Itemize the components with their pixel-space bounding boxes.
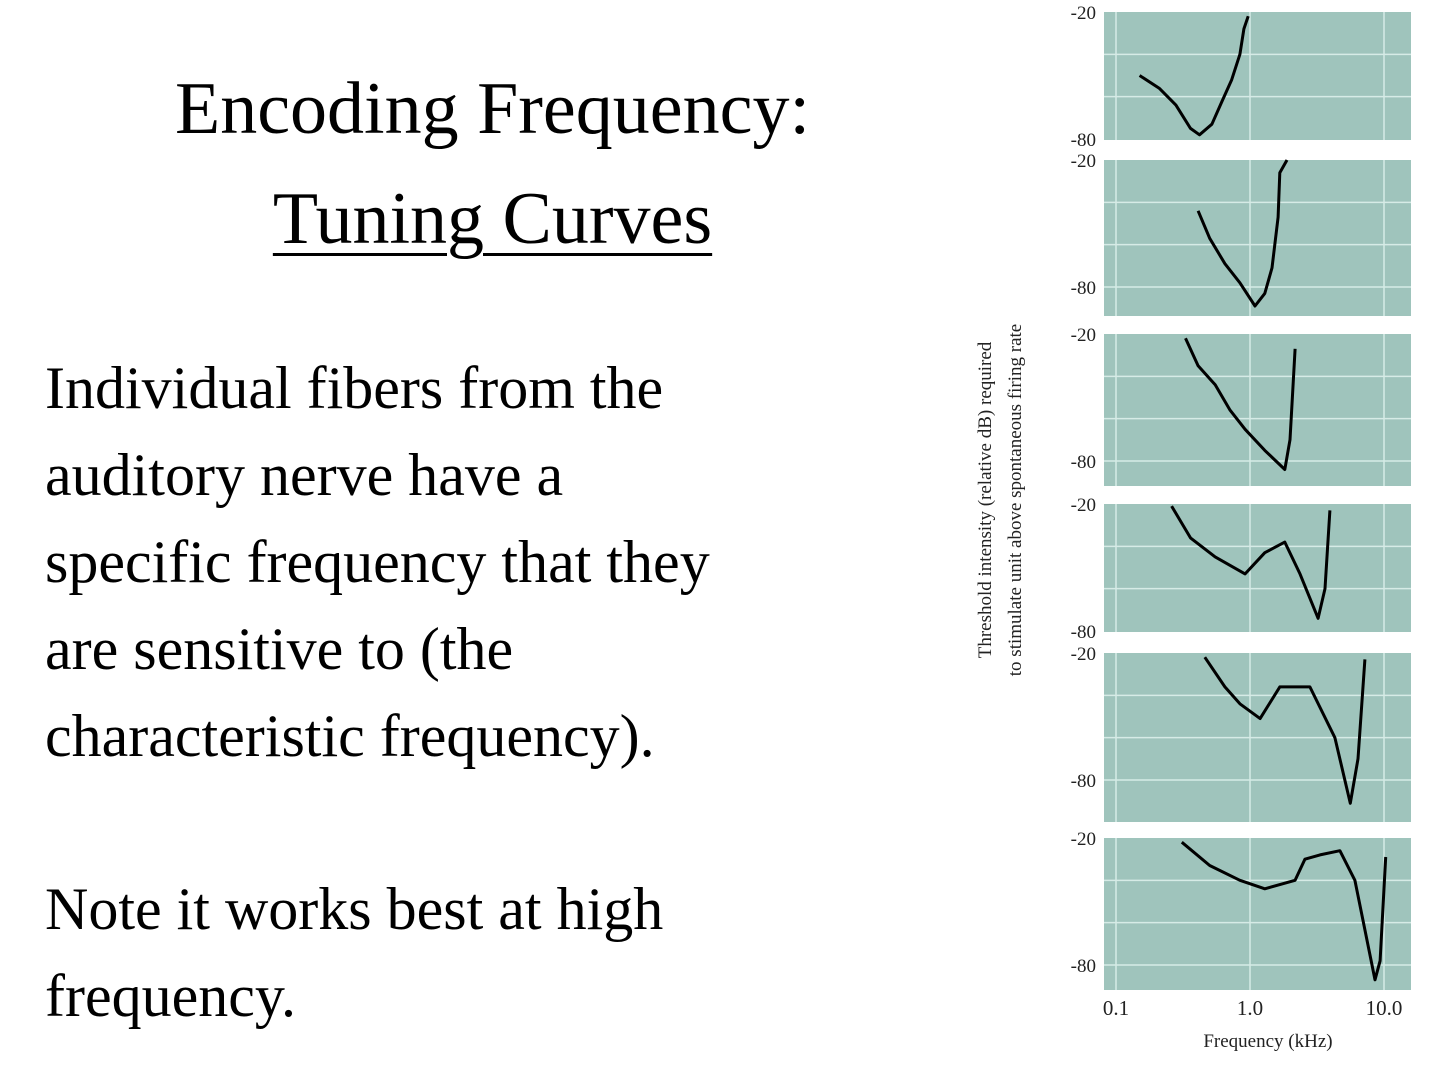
text-line: specific frequency that they <box>45 529 710 595</box>
y-tick-label: -20 <box>1071 151 1096 172</box>
x-tick-label: 0.1 <box>1103 996 1129 1020</box>
text-line: Individual fibers from the <box>45 355 664 421</box>
slide-title: Encoding Frequency: <box>175 68 810 150</box>
paragraph-note: Note it works best at high frequency. <box>45 866 945 1040</box>
panel-1-background <box>1104 12 1411 140</box>
panel-2-background <box>1104 160 1411 316</box>
panel-3-background <box>1104 334 1411 486</box>
y-tick-label: -80 <box>1071 956 1096 977</box>
y-axis-label-line1: Threshold intensity (relative dB) requir… <box>975 341 996 658</box>
y-tick-label: -80 <box>1071 130 1096 151</box>
x-tick-label: 1.0 <box>1237 996 1263 1020</box>
panel-4-background <box>1104 504 1411 632</box>
y-tick-label: -80 <box>1071 452 1096 473</box>
text-line: auditory nerve have a <box>45 442 564 508</box>
y-tick-label: -20 <box>1071 325 1096 346</box>
x-tick-label: 10.0 <box>1366 996 1403 1020</box>
tuning-curve-4 <box>1170 505 1332 620</box>
y-axis-label-line2: to stimulate unit above spontaneous firi… <box>1005 324 1026 676</box>
tuning-curve-2 <box>1196 159 1289 308</box>
text-line: frequency. <box>45 963 296 1029</box>
text-line: are sensitive to (the <box>45 616 514 682</box>
y-tick-label: -20 <box>1071 495 1096 516</box>
tuning-curve-6 <box>1180 841 1388 982</box>
slide-subtitle: Tuning Curves <box>272 178 713 260</box>
text-line: Note it works best at high <box>45 876 664 942</box>
x-axis-label: Frequency (kHz) <box>1203 1031 1332 1052</box>
tuning-curve-1 <box>1138 15 1250 137</box>
y-tick-label: -80 <box>1071 278 1096 299</box>
y-tick-label: -20 <box>1071 829 1096 850</box>
panel-6-background <box>1104 838 1411 990</box>
y-tick-label: -80 <box>1071 622 1096 643</box>
text-line: characteristic frequency). <box>45 703 655 769</box>
tuning-curve-3 <box>1184 337 1297 471</box>
y-tick-label: -80 <box>1071 771 1096 792</box>
paragraph-fibers: Individual fibers from the auditory nerv… <box>45 345 945 780</box>
y-tick-label: -20 <box>1071 644 1096 665</box>
y-tick-label: -20 <box>1071 3 1096 24</box>
tuning-curve-5 <box>1203 656 1367 805</box>
